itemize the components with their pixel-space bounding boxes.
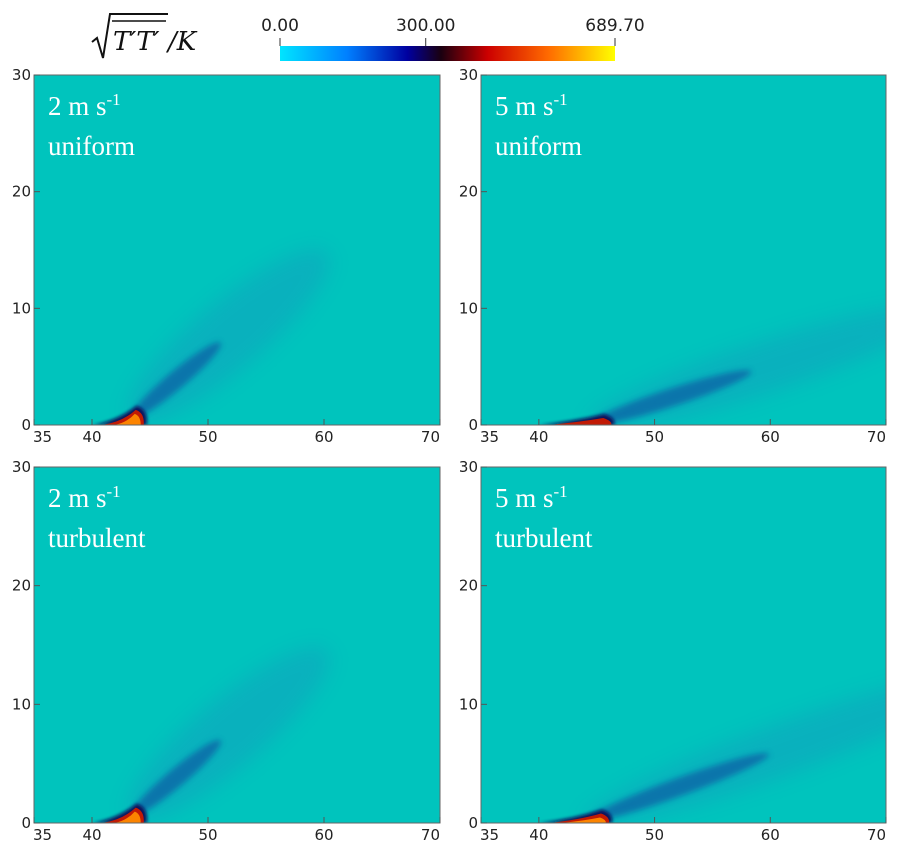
x-tick-label: 50	[645, 826, 664, 844]
x-tick-label: 35	[33, 826, 52, 844]
panel-5ms-uniform: 35 40 50 60 70 0 10 20 30 5 m s-1 uniform	[459, 66, 887, 446]
panel-5ms-turbulent: 35 40 50 60 70 0 10 20 30 5 m s-1 turbulent	[459, 458, 887, 844]
plume-peak-core	[114, 413, 141, 425]
x-tick-label: 40	[82, 826, 101, 844]
x-tick-label: 70	[421, 428, 440, 446]
colorbar-title-text: T′T′	[113, 27, 160, 57]
plot-frame	[480, 466, 887, 824]
y-tick-label: 0	[21, 416, 31, 434]
plume-hot-core	[548, 418, 612, 425]
plume-peak-core	[114, 811, 141, 823]
panel-label-inflow: turbulent	[495, 523, 593, 553]
x-tick-label: 35	[480, 428, 499, 446]
y-tick-label: 20	[459, 577, 478, 595]
colorbar-tick-label: 689.70	[585, 16, 644, 36]
y-tick-label: 0	[21, 814, 31, 832]
y-tick-label: 30	[12, 66, 31, 84]
x-tick-label: 70	[421, 826, 440, 844]
plot-frame	[480, 74, 887, 426]
x-tick-label: 60	[314, 428, 333, 446]
y-tick-label: 10	[12, 299, 31, 317]
x-tick-label: 50	[198, 826, 217, 844]
plot-frame	[33, 74, 441, 426]
y-tick-label: 0	[468, 814, 478, 832]
y-tick-label: 30	[12, 458, 31, 476]
panel-label-speed: 5 m s-1	[495, 482, 568, 513]
y-tick-label: 20	[12, 577, 31, 595]
plume	[538, 304, 886, 425]
colorbar-tick-label: 0.00	[261, 16, 299, 36]
sqrt-radical-icon	[91, 13, 168, 59]
y-tick-label: 10	[12, 695, 31, 713]
x-tick-label: 70	[867, 826, 886, 844]
colorbar-title-unit: /K	[165, 27, 198, 57]
panel-label-speed: 2 m s-1	[48, 482, 121, 513]
x-tick-label: 70	[867, 428, 886, 446]
x-tick-label: 50	[645, 428, 664, 446]
y-tick-label: 10	[459, 695, 478, 713]
panel-label-inflow: uniform	[48, 131, 135, 161]
y-tick-label: 0	[468, 416, 478, 434]
panel-label-inflow: uniform	[495, 131, 582, 161]
x-tick-label: 60	[314, 826, 333, 844]
panel-2ms-turbulent: 35 40 50 60 70 0 10 20 30 2 m s-1 turbulent	[12, 458, 441, 844]
x-tick-label: 40	[529, 826, 548, 844]
x-tick-label: 35	[480, 826, 499, 844]
x-tick-label: 35	[33, 428, 52, 446]
panel-2ms-uniform: 35 40 50 60 70 0 10 20 30 2 m s-1 uniform	[12, 66, 441, 446]
panel-label-speed: 5 m s-1	[495, 90, 568, 121]
y-tick-label: 20	[12, 183, 31, 201]
plume-inner-wake	[591, 370, 752, 425]
plot-frame	[33, 466, 441, 824]
x-tick-label: 40	[529, 428, 548, 446]
y-tick-label: 20	[459, 183, 478, 201]
plume-peak-core	[560, 817, 606, 823]
colorbar-legend: T′T′ /K 0.00 300.00 689.70	[91, 13, 645, 61]
plume	[538, 670, 886, 823]
plume	[92, 248, 331, 425]
x-tick-label: 50	[198, 428, 217, 446]
x-tick-label: 60	[761, 428, 780, 446]
panel-label-inflow: turbulent	[48, 523, 146, 553]
plume-inner-wake	[130, 342, 222, 419]
plume	[92, 646, 331, 823]
panel-label-speed: 2 m s-1	[48, 90, 121, 121]
y-tick-label: 10	[459, 299, 478, 317]
plume-inner-wake	[586, 753, 770, 822]
colorbar-title: T′T′ /K	[91, 13, 198, 59]
x-tick-label: 40	[82, 428, 101, 446]
y-tick-label: 30	[459, 66, 478, 84]
colorbar-gradient	[280, 46, 615, 61]
colorbar-tick-label: 300.00	[396, 16, 455, 36]
plume-inner-wake	[130, 739, 222, 817]
colorbar-ticks: 0.00 300.00 689.70	[261, 16, 645, 46]
y-tick-label: 30	[459, 458, 478, 476]
x-tick-label: 60	[761, 826, 780, 844]
